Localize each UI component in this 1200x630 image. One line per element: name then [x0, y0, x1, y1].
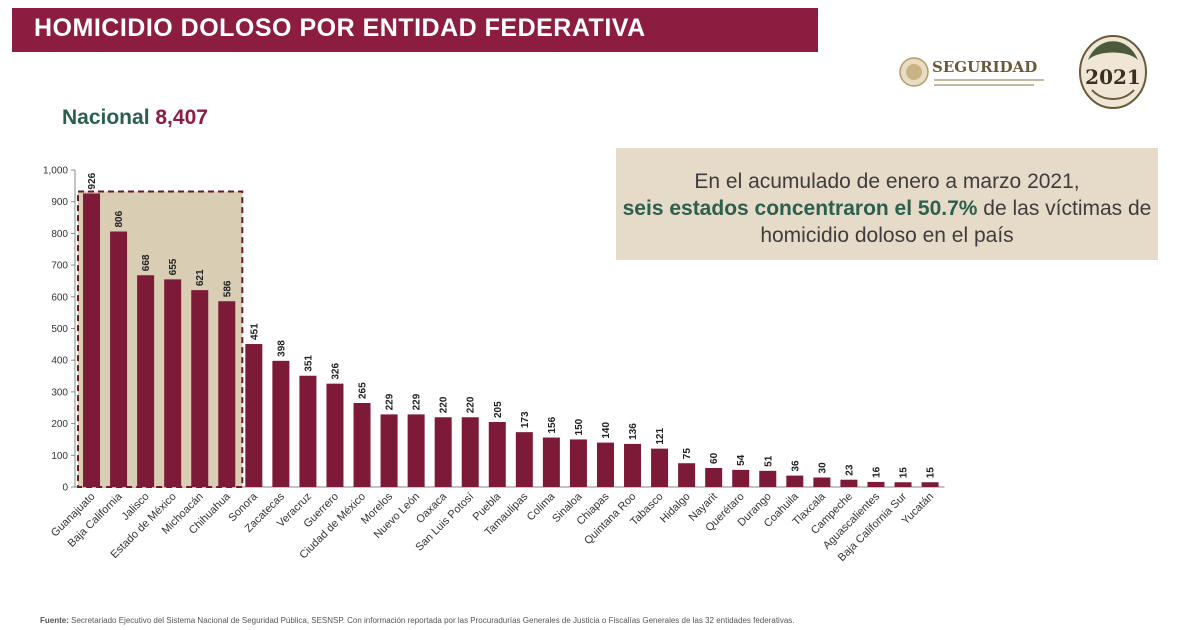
- bar-22: [651, 448, 669, 487]
- value-label: 351: [303, 355, 314, 372]
- value-label: 926: [87, 172, 98, 189]
- bar-1: [83, 193, 101, 487]
- bar-26: [759, 470, 777, 487]
- bar-7: [245, 344, 263, 487]
- y-tick-label: 1,000: [43, 166, 68, 177]
- bar-17: [515, 432, 533, 487]
- value-label: 173: [520, 411, 531, 428]
- value-label: 229: [385, 393, 396, 410]
- callout-line1: En el acumulado de enero a marzo 2021,: [694, 170, 1080, 193]
- y-tick-label: 200: [51, 419, 68, 430]
- bar-6: [218, 301, 236, 487]
- y-tick-label: 900: [51, 197, 68, 208]
- value-label: 205: [493, 401, 504, 418]
- bar-18: [542, 437, 560, 487]
- callout-highlight: seis estados concentraron el 50.7%: [622, 197, 978, 220]
- bar-9: [299, 375, 317, 487]
- y-tick-label: 700: [51, 261, 68, 272]
- y-tick-label: 100: [51, 451, 68, 462]
- value-label: 398: [276, 340, 287, 357]
- value-label: 121: [655, 428, 666, 445]
- y-tick-label: 600: [51, 292, 68, 303]
- bar-14: [434, 417, 452, 487]
- value-label: 15: [899, 467, 910, 479]
- bar-30: [867, 481, 885, 487]
- nacional-value: 8,407: [155, 106, 208, 129]
- callout-rest: de las víctimas de homicidio doloso en e…: [760, 197, 1152, 247]
- value-label: 136: [628, 423, 639, 440]
- bar-15: [461, 417, 479, 487]
- value-label: 36: [790, 460, 801, 472]
- value-label: 586: [222, 280, 233, 297]
- footer-label: Fuente:: [40, 616, 69, 625]
- callout-text: En el acumulado de enero a marzo 2021, s…: [616, 168, 1158, 249]
- bar-16: [488, 422, 506, 487]
- value-label: 220: [439, 396, 450, 413]
- callout-box: En el acumulado de enero a marzo 2021, s…: [616, 148, 1158, 260]
- value-label: 30: [817, 462, 828, 474]
- value-label: 451: [249, 323, 260, 340]
- bar-32: [921, 482, 939, 487]
- value-label: 326: [330, 363, 341, 380]
- value-label: 668: [141, 254, 152, 271]
- seal-2021-icon: 2021: [1079, 35, 1147, 109]
- footer-text: Secretariado Ejecutivo del Sistema Nacio…: [71, 616, 795, 625]
- y-tick-label: 800: [51, 229, 68, 240]
- page-title: HOMICIDIO DOLOSO POR ENTIDAD FEDERATIVA: [34, 14, 646, 42]
- nacional-total: Nacional 8,407: [62, 106, 208, 130]
- title-banner: HOMICIDIO DOLOSO POR ENTIDAD FEDERATIVA: [12, 8, 818, 52]
- y-tick-label: 400: [51, 356, 68, 367]
- bar-5: [191, 290, 209, 487]
- highlight-box: [77, 190, 244, 488]
- value-label: 75: [682, 448, 693, 460]
- y-tick-label: 500: [51, 324, 68, 335]
- value-label: 15: [926, 467, 937, 479]
- category-label: Hidalgo: [658, 491, 693, 526]
- bar-3: [137, 275, 155, 487]
- y-tick-label: 300: [51, 387, 68, 398]
- bar-24: [705, 467, 723, 487]
- bar-13: [407, 414, 425, 487]
- value-label: 655: [168, 258, 179, 275]
- bar-29: [840, 479, 858, 487]
- seal-year: 2021: [1085, 65, 1141, 89]
- source-footer: Fuente: Secretariado Ejecutivo del Siste…: [40, 616, 1150, 625]
- bar-31: [894, 482, 912, 487]
- bar-4: [164, 279, 182, 487]
- value-label: 229: [412, 393, 423, 410]
- value-label: 806: [114, 210, 125, 227]
- value-label: 54: [736, 454, 747, 466]
- value-label: 60: [709, 452, 720, 464]
- bar-19: [569, 439, 587, 487]
- bar-21: [624, 443, 642, 487]
- seguridad-logo-icon: [899, 57, 1044, 87]
- value-label: 16: [871, 466, 882, 478]
- bar-8: [272, 360, 290, 487]
- value-label: 265: [358, 382, 369, 399]
- value-label: 23: [844, 464, 855, 476]
- bar-23: [678, 463, 696, 487]
- bar-12: [380, 414, 398, 487]
- value-label: 51: [763, 455, 774, 467]
- bar-chart: 01002003004005006007008009001,000926Guan…: [43, 166, 945, 564]
- bar-10: [326, 383, 344, 487]
- bar-25: [732, 469, 750, 487]
- nacional-label: Nacional: [62, 106, 150, 129]
- value-label: 140: [601, 421, 612, 438]
- value-label: 156: [547, 416, 558, 433]
- y-tick-label: 0: [62, 483, 68, 494]
- value-label: 621: [195, 269, 206, 286]
- value-label: 220: [466, 396, 477, 413]
- seguridad-logo-text: SEGURIDAD: [932, 58, 1038, 76]
- value-label: 150: [574, 418, 585, 435]
- bar-11: [353, 402, 371, 487]
- bar-20: [596, 442, 614, 487]
- bar-27: [786, 475, 804, 487]
- bar-28: [813, 477, 831, 487]
- bar-2: [110, 231, 128, 487]
